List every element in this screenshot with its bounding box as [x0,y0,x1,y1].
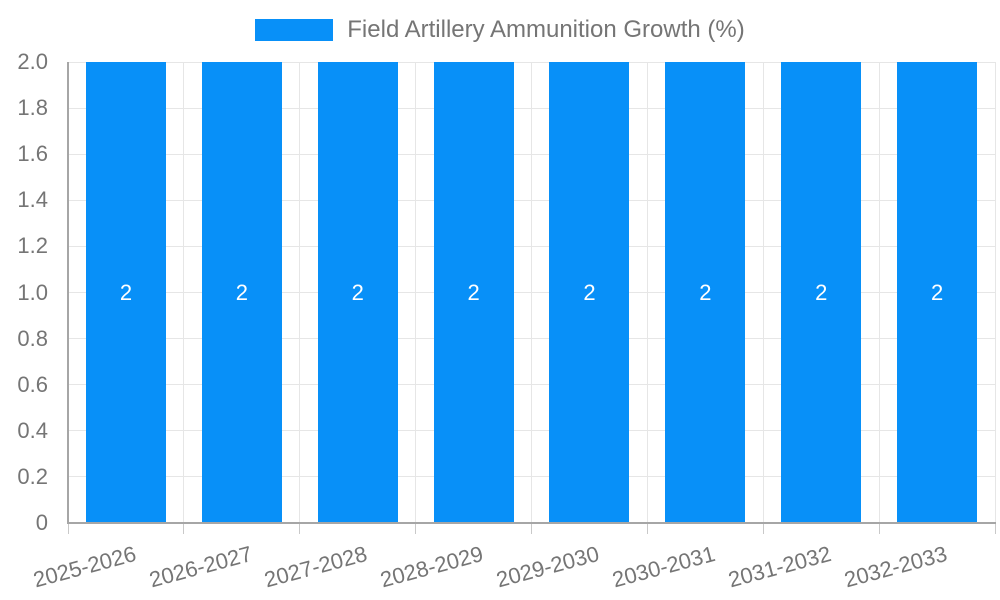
x-axis-line [67,522,996,524]
x-axis-tick [299,524,301,534]
bar-value-label: 2 [583,279,596,305]
x-axis-tick [415,524,417,534]
x-axis-tick [67,524,69,534]
bar [897,62,978,523]
x-axis-category-label: 2027-2028 [262,541,371,593]
y-axis-tick-label: 0.2 [17,463,48,489]
y-axis-tick-label: 1.0 [17,279,48,305]
y-axis-tick-label: 0.4 [17,417,48,443]
x-axis-tick [183,524,185,534]
y-axis-tick-label: 0.8 [17,325,48,351]
x-axis-category-label: 2028-2029 [377,541,487,593]
x-axis-tick [531,524,532,534]
bar-value-label: 2 [930,279,944,305]
gridline-vertical [994,62,996,523]
y-axis-tick-label: 2.0 [17,49,48,74]
plot-area: 2 2 2 2 2 2 2 2 [68,61,996,523]
bar-value-label: 2 [815,279,828,305]
x-axis-tick [762,524,764,534]
x-axis-tick [994,524,996,534]
gridline-vertical [646,62,648,523]
bar [317,62,398,523]
x-axis-category-label: 2025-2026 [30,541,139,593]
x-axis-category-label: 2031-2032 [725,541,834,593]
gridline-vertical [183,62,185,523]
bar [201,62,282,523]
gridline-vertical [415,62,417,523]
bar-value-label: 2 [351,279,364,305]
bar [665,62,746,523]
x-axis-tick [646,524,648,534]
gridline-vertical [299,62,301,523]
y-axis-tick-label: 1.2 [17,233,48,259]
bar-value-label: 2 [467,279,480,305]
y-axis-tick-label: 1.6 [17,141,48,167]
bar-value-label: 2 [235,279,248,305]
y-axis-tick-label: 0.6 [17,371,48,397]
y-axis-line [67,62,69,523]
gridline-vertical [762,62,764,523]
x-axis-category-label: 2029-2030 [493,541,602,593]
bar-value-label: 2 [699,279,712,305]
legend-swatch [255,19,334,41]
bar [85,62,166,523]
bar [433,62,514,523]
bar-value-label: 2 [119,279,133,305]
y-axis-tick-label: 1.4 [17,187,48,213]
gridline-vertical [531,62,532,523]
x-axis-category-label: 2026-2027 [146,541,255,593]
x-axis-tick [878,524,880,534]
x-axis-category-label: 2032-2033 [841,541,950,593]
legend-label: Field Artillery Ammunition Growth (%) [347,16,745,43]
y-axis-tick-label: 0 [35,510,48,535]
gridline-vertical [878,62,880,523]
chart-legend: Field Artillery Ammunition Growth (%) [0,16,1000,44]
y-axis-tick-label: 1.8 [17,95,48,121]
x-axis-category-label: 2030-2031 [609,541,718,593]
bar [549,62,630,523]
bar [781,62,862,523]
